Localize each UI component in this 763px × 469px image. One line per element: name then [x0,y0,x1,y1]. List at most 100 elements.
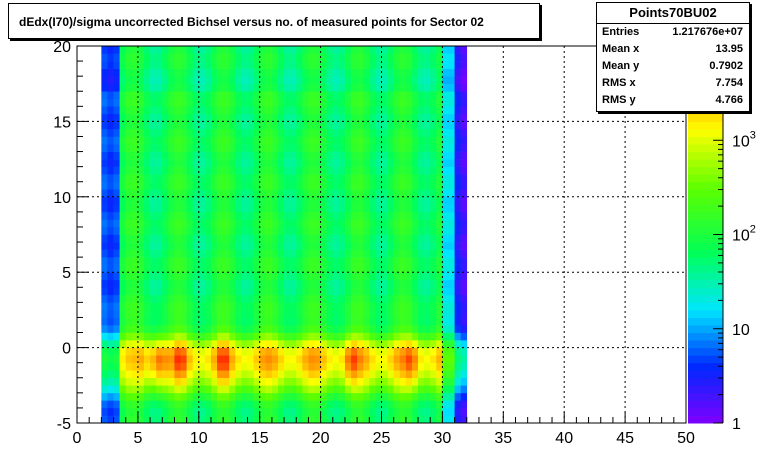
heatmap-cell [290,400,297,409]
heatmap-cell [290,362,297,371]
heatmap-cell [223,76,230,84]
heatmap-cell [265,204,273,213]
heatmap-cell [284,144,291,152]
heatmap-cell [418,91,425,100]
heatmap-cell [107,159,114,167]
heatmap-cell [344,332,352,341]
heatmap-cell [253,151,260,160]
stats-row-mean-x: Mean x 13.95 [597,41,749,58]
heatmap-cell [150,98,157,107]
heatmap-cell [162,68,169,77]
heatmap-cell [113,83,120,92]
heatmap-cell [381,98,388,107]
heatmap-cell [265,242,273,250]
heatmap-cell [259,302,267,311]
heatmap-cell [277,106,285,115]
heatmap-cell [369,302,376,311]
heatmap-cell [460,294,468,303]
heatmap-cell [424,279,431,288]
heatmap-cell [277,347,285,356]
heatmap-cell [351,287,358,296]
heatmap-cell [107,189,114,198]
y-tick-label: 20 [53,39,71,56]
heatmap-cell [363,98,370,107]
stats-label: Mean x [602,43,640,55]
heatmap-cell [223,370,230,379]
heatmap-cell [430,211,437,220]
heatmap-cell [381,370,388,379]
heatmap-cell [223,264,230,273]
heatmap-cell [277,249,285,258]
heatmap-cell [162,302,169,311]
heatmap-cell [247,317,254,326]
heatmap-cell [332,144,340,152]
heatmap-cell [198,355,206,363]
heatmap-cell [442,128,449,137]
heatmap-cell [162,181,169,190]
heatmap-cell [351,46,358,54]
heatmap-cell [369,287,376,296]
heatmap-cell [101,121,108,130]
heatmap-cell [284,257,291,265]
heatmap-cell [131,144,139,152]
heatmap-cell [253,340,260,348]
heatmap-cell [271,302,279,311]
heatmap-cell [137,324,145,333]
heatmap-cells [101,46,468,424]
heatmap-cell [162,324,169,333]
heatmap-cell [119,294,127,303]
heatmap-cell [338,272,346,281]
heatmap-cell [332,159,340,167]
heatmap-cell [217,219,224,228]
heatmap-cell [143,204,151,213]
heatmap-cell [204,91,212,100]
heatmap-cell [137,53,145,62]
heatmap-cell [131,181,139,190]
heatmap-cell [223,106,230,115]
heatmap-cell [418,113,425,122]
heatmap-cell [430,279,437,288]
x-axis: 0 5 10 15 20 25 30 35 40 45 50 [73,412,695,447]
heatmap-cell [143,174,151,183]
heatmap-cell [223,249,230,258]
heatmap-cell [229,385,236,394]
heatmap-cell [107,181,114,190]
heatmap-cell [180,128,187,137]
heatmap-cell [338,324,346,333]
heatmap-cell [119,415,127,424]
heatmap-cell [223,159,230,167]
heatmap-cell [107,407,114,416]
heatmap-cell [174,324,181,333]
heatmap-cell [271,204,279,213]
heatmap-cell [210,219,218,228]
heatmap-cell [411,53,419,62]
heatmap-cell [460,257,468,265]
heatmap-cell [101,400,108,409]
heatmap-cell [308,68,315,77]
heatmap-cell [162,287,169,296]
heatmap-cell [131,347,139,356]
heatmap-cell [338,166,346,175]
heatmap-cell [156,332,163,341]
heatmap-cell [430,355,437,363]
heatmap-cell [186,113,194,122]
heatmap-cell [338,226,346,235]
heatmap-cell [137,377,145,386]
heatmap-cell [235,340,242,348]
heatmap-cell [454,317,461,326]
heatmap-cell [405,385,413,394]
heatmap-cell [399,377,407,386]
heatmap-cell [387,279,394,288]
heatmap-cell [351,98,358,107]
heatmap-cell [174,121,181,130]
heatmap-cell [253,53,260,62]
heatmap-cell [204,204,212,213]
heatmap-cell [284,272,291,281]
heatmap-cell [253,332,260,341]
heatmap-cell [253,106,260,115]
heatmap-cell [271,257,279,265]
heatmap-cell [448,166,455,175]
heatmap-cell [259,340,267,348]
heatmap-cell [241,219,248,228]
heatmap-cell [241,61,248,69]
